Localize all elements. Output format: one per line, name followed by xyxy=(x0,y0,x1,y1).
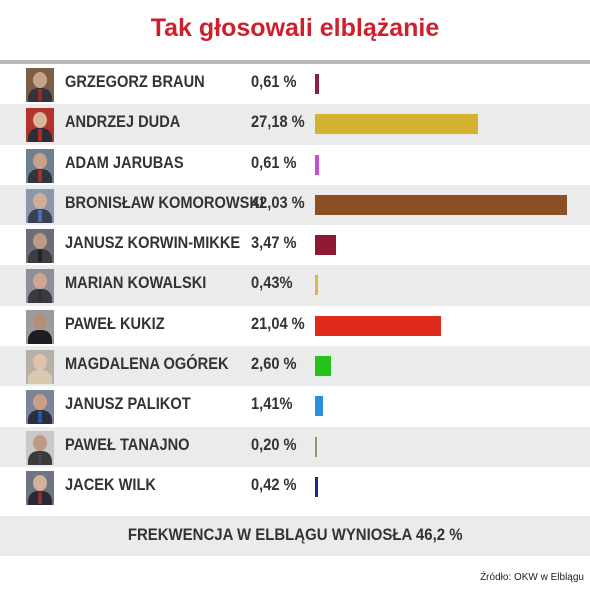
turnout-text-wrap: FREKWENCJA W ELBLĄGU WYNIOSŁA 46,2 % xyxy=(0,516,590,554)
candidate-row: GRZEGORZ BRAUN 0,61 % xyxy=(0,64,590,104)
candidate-row: JANUSZ PALIKOT 1,41% xyxy=(0,386,590,426)
results-list: GRZEGORZ BRAUN 0,61 % ANDRZEJ DUDA 27,18 % A… xyxy=(0,64,590,507)
vote-percentage: 1,41% xyxy=(251,394,293,414)
vote-bar xyxy=(315,436,317,457)
candidate-row: MARIAN KOWALSKI 0,43% xyxy=(0,265,590,306)
turnout-text: FREKWENCJA W ELBLĄGU WYNIOSŁA 46,2 % xyxy=(127,525,463,544)
turnout-banner: FREKWENCJA W ELBLĄGU WYNIOSŁA 46,2 % xyxy=(0,516,590,556)
candidate-photo xyxy=(26,188,54,223)
vote-bar xyxy=(315,315,441,336)
vote-percentage: 21,04 % xyxy=(251,313,305,333)
vote-percentage: 0,43% xyxy=(251,273,293,293)
candidate-row: ADAM JARUBAS 0,61 % xyxy=(0,145,590,185)
candidate-row: MAGDALENA OGÓREK 2,60 % xyxy=(0,346,590,387)
candidate-row: ANDRZEJ DUDA 27,18 % xyxy=(0,104,590,145)
candidate-row: PAWEŁ TANAJNO 0,20 % xyxy=(0,426,590,467)
vote-bar xyxy=(315,74,319,94)
vote-percentage: 3,47 % xyxy=(251,233,297,253)
candidate-photo xyxy=(26,390,54,425)
candidate-name: BRONISŁAW KOMOROWSKI xyxy=(65,192,264,212)
vote-bar xyxy=(315,275,318,296)
source-note: Źródło: OKW w Elblągu xyxy=(480,572,584,583)
vote-bar xyxy=(315,396,323,417)
candidate-row: JANUSZ KORWIN-MIKKE 3,47 % xyxy=(0,225,590,265)
vote-percentage: 0,20 % xyxy=(251,434,297,454)
candidate-name: ANDRZEJ DUDA xyxy=(65,112,181,132)
candidate-name: MARIAN KOWALSKI xyxy=(65,273,207,293)
vote-percentage: 2,60 % xyxy=(251,354,297,374)
candidate-name: JANUSZ KORWIN-MIKKE xyxy=(65,233,241,253)
candidate-photo xyxy=(26,350,54,385)
vote-percentage: 0,42 % xyxy=(251,474,297,494)
candidate-photo xyxy=(26,148,54,183)
candidate-name: MAGDALENA OGÓREK xyxy=(65,354,229,374)
vote-bar xyxy=(315,235,336,256)
candidate-name: ADAM JARUBAS xyxy=(65,152,184,172)
candidate-row: JACEK WILK 0,42 % xyxy=(0,467,590,507)
vote-percentage: 0,61 % xyxy=(251,152,297,172)
candidate-name: PAWEŁ KUKIZ xyxy=(65,313,165,333)
vote-bar xyxy=(315,114,478,135)
candidate-name: GRZEGORZ BRAUN xyxy=(65,72,205,91)
vote-bar xyxy=(315,154,319,175)
vote-bar xyxy=(315,476,318,497)
candidate-photo xyxy=(26,309,54,344)
vote-percentage: 27,18 % xyxy=(251,112,305,132)
candidate-photo xyxy=(26,470,54,505)
candidate-row: BRONISŁAW KOMOROWSKI 42,03 % xyxy=(0,184,590,226)
candidate-photo xyxy=(26,430,54,465)
title-divider xyxy=(0,60,590,64)
vote-bar xyxy=(315,194,567,215)
chart-title: Tak głosowali elblążanie xyxy=(150,14,440,42)
candidate-name: JACEK WILK xyxy=(65,474,156,494)
candidate-photo xyxy=(26,229,54,264)
vote-percentage: 0,61 % xyxy=(251,72,297,91)
vote-percentage: 42,03 % xyxy=(251,192,305,212)
candidate-photo xyxy=(26,108,54,143)
candidate-photo xyxy=(26,269,54,304)
vote-bar xyxy=(315,356,331,377)
candidate-name: JANUSZ PALIKOT xyxy=(65,394,191,414)
candidate-row: PAWEŁ KUKIZ 21,04 % xyxy=(0,306,590,346)
candidate-name: PAWEŁ TANAJNO xyxy=(65,434,190,454)
candidate-photo xyxy=(26,68,54,102)
